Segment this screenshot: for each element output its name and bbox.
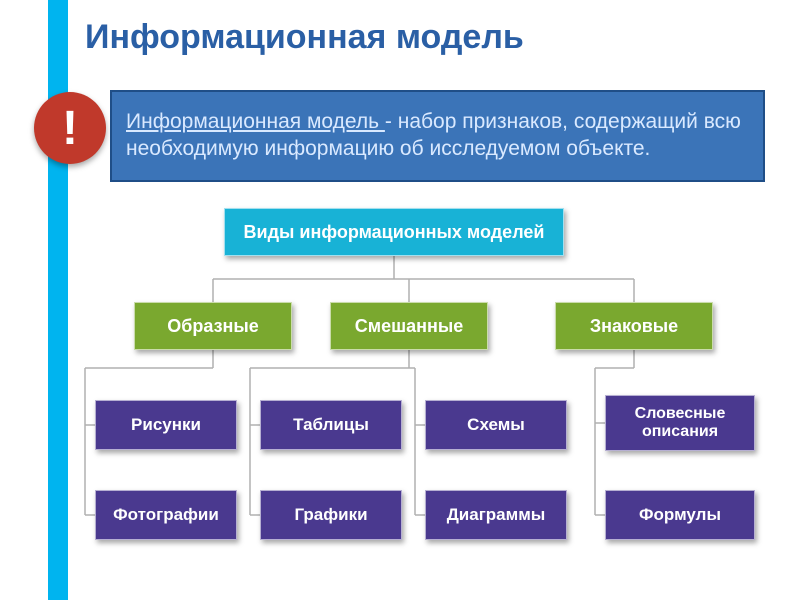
root-node: Виды информационных моделей [224, 208, 564, 256]
category-node-2: Знаковые [555, 302, 713, 350]
definition-text: Информационная модель - набор признаков,… [126, 109, 749, 163]
leaf-node-3-label: Графики [294, 505, 367, 525]
definition-term: Информационная модель [126, 110, 385, 133]
leaf-node-4: Схемы [425, 400, 567, 450]
leaf-node-0-label: Рисунки [131, 415, 201, 435]
leaf-node-5: Диаграммы [425, 490, 567, 540]
root-node-label: Виды информационных моделей [244, 222, 545, 243]
leaf-node-6: Словесные описания [605, 395, 755, 451]
accent-bar [48, 0, 68, 600]
page-title: Информационная модель [85, 18, 524, 57]
leaf-node-5-label: Диаграммы [447, 505, 546, 525]
definition-box: Информационная модель - набор признаков,… [110, 90, 765, 182]
leaf-node-2: Таблицы [260, 400, 402, 450]
leaf-node-7-label: Формулы [639, 505, 721, 525]
leaf-node-7: Формулы [605, 490, 755, 540]
diagram-stage: Информационная модель ! Информационная м… [0, 0, 800, 600]
category-node-2-label: Знаковые [590, 316, 678, 337]
leaf-node-0: Рисунки [95, 400, 237, 450]
leaf-node-1-label: Фотографии [113, 505, 219, 525]
category-node-1-label: Смешанные [355, 316, 463, 337]
leaf-node-2-label: Таблицы [293, 415, 369, 435]
category-node-1: Смешанные [330, 302, 488, 350]
leaf-node-3: Графики [260, 490, 402, 540]
exclamation-icon: ! [34, 92, 106, 164]
category-node-0: Образные [134, 302, 292, 350]
leaf-node-4-label: Схемы [467, 415, 525, 435]
leaf-node-6-label: Словесные описания [606, 405, 754, 441]
leaf-node-1: Фотографии [95, 490, 237, 540]
category-node-0-label: Образные [167, 316, 259, 337]
